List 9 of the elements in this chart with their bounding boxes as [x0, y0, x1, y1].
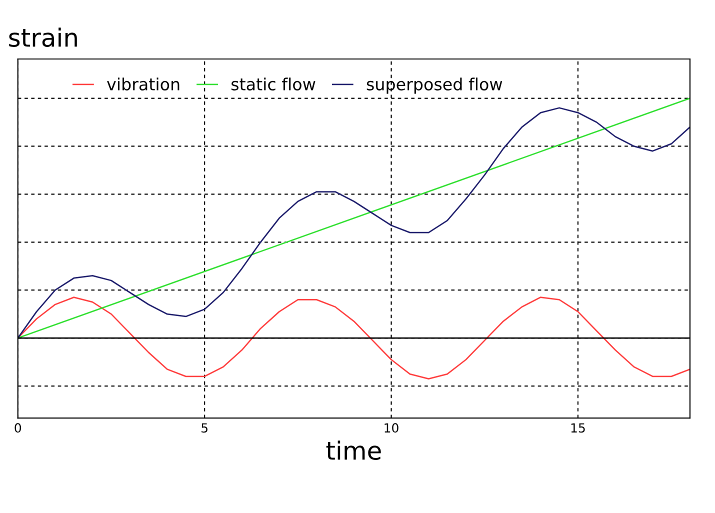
x-tick-label: 10 [384, 423, 398, 433]
legend-label: static flow [232, 78, 316, 90]
x-tick-label: 15 [571, 423, 585, 433]
legend-label: vibration [107, 78, 180, 90]
y-axis-title: strain [9, 28, 77, 47]
x-tick-label: 5 [202, 423, 208, 433]
x-axis-title: time [326, 440, 381, 460]
legend-label: superposed flow [366, 78, 502, 94]
x-tick-label: 0 [14, 423, 22, 433]
